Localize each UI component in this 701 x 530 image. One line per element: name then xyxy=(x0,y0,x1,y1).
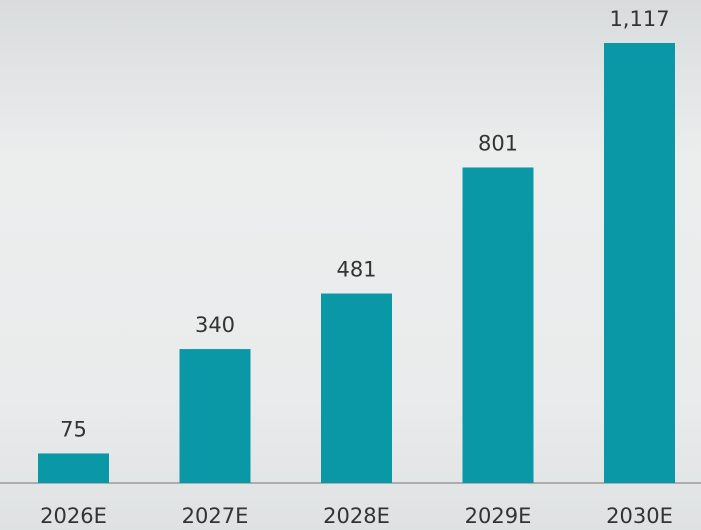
value-label: 481 xyxy=(336,258,376,282)
bar xyxy=(38,453,109,483)
bar xyxy=(462,167,534,484)
bar xyxy=(179,349,251,483)
value-label: 1,117 xyxy=(609,7,669,31)
x-tick-label: 2030E xyxy=(606,504,673,528)
x-tick-label: 2027E xyxy=(182,504,249,528)
value-label: 75 xyxy=(60,417,87,441)
value-label: 340 xyxy=(195,313,235,337)
x-tick-label: 2028E xyxy=(323,504,390,528)
x-tick-label: 2026E xyxy=(40,504,107,528)
value-label: 801 xyxy=(478,131,518,155)
bar xyxy=(321,293,392,483)
x-tick-label: 2029E xyxy=(465,504,532,528)
bar xyxy=(604,43,675,483)
